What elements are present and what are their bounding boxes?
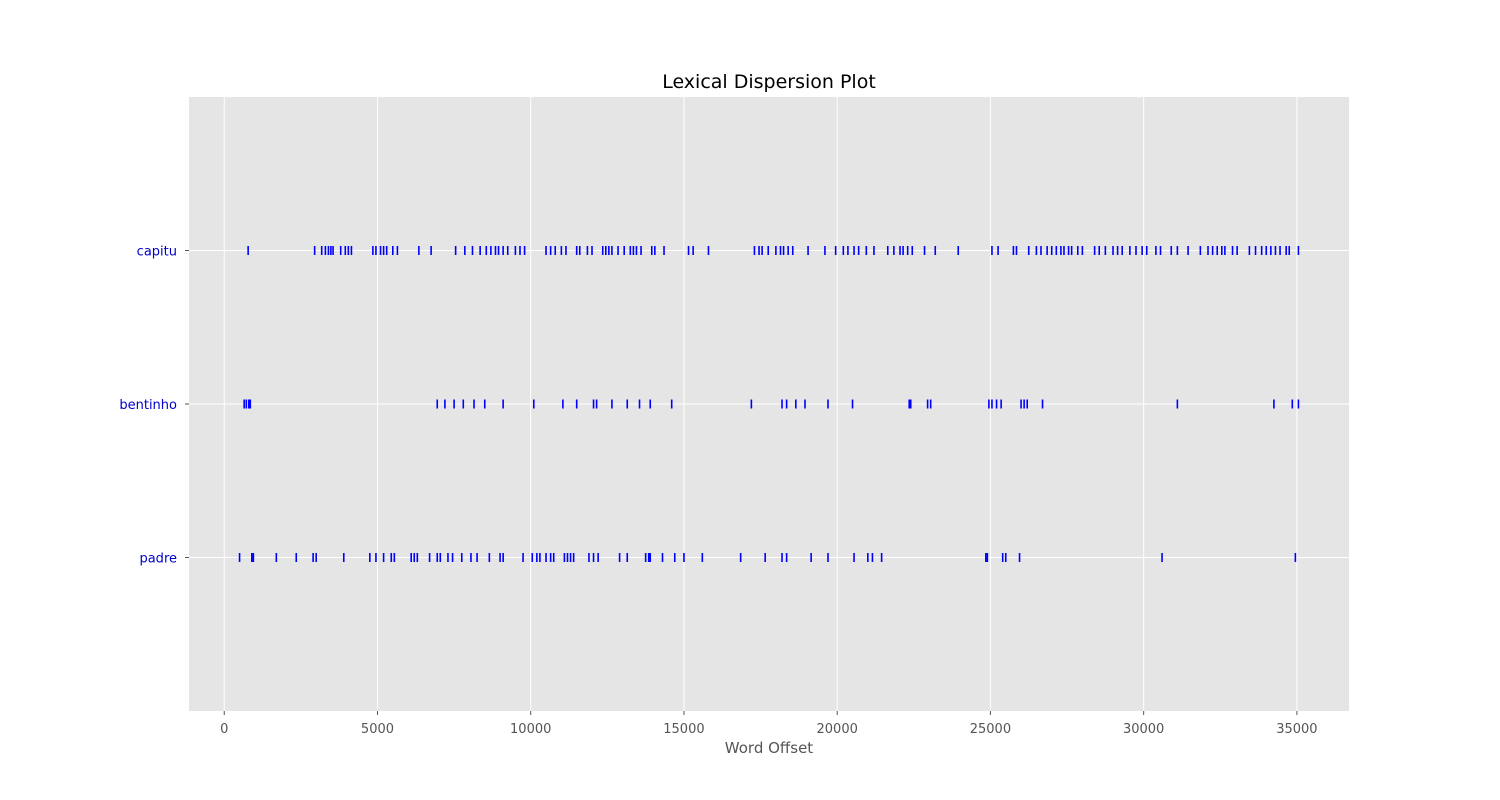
x-axis-ticks: 0 5000 10000 15000 20000 25000 30000 35000 bbox=[220, 711, 1318, 737]
dispersion-marks bbox=[238, 246, 1300, 562]
x-tick-label: 35000 bbox=[1276, 722, 1317, 737]
x-tick-label: 25000 bbox=[970, 722, 1011, 737]
y-axis-ticks: capitu bentinho padre bbox=[119, 245, 189, 567]
x-tick-label: 5000 bbox=[361, 722, 394, 737]
x-tick-label: 0 bbox=[220, 722, 228, 737]
x-axis-label: Word Offset bbox=[725, 739, 814, 757]
x-tick-label: 10000 bbox=[510, 722, 551, 737]
x-tick-label: 30000 bbox=[1123, 722, 1164, 737]
chart-title: Lexical Dispersion Plot bbox=[662, 71, 876, 93]
y-tick-label-padre: padre bbox=[139, 552, 177, 567]
x-tick-label: 20000 bbox=[817, 722, 858, 737]
y-tick-label-capitu: capitu bbox=[137, 245, 177, 260]
y-tick-label-bentinho: bentinho bbox=[119, 398, 177, 413]
x-tick-label: 15000 bbox=[663, 722, 704, 737]
